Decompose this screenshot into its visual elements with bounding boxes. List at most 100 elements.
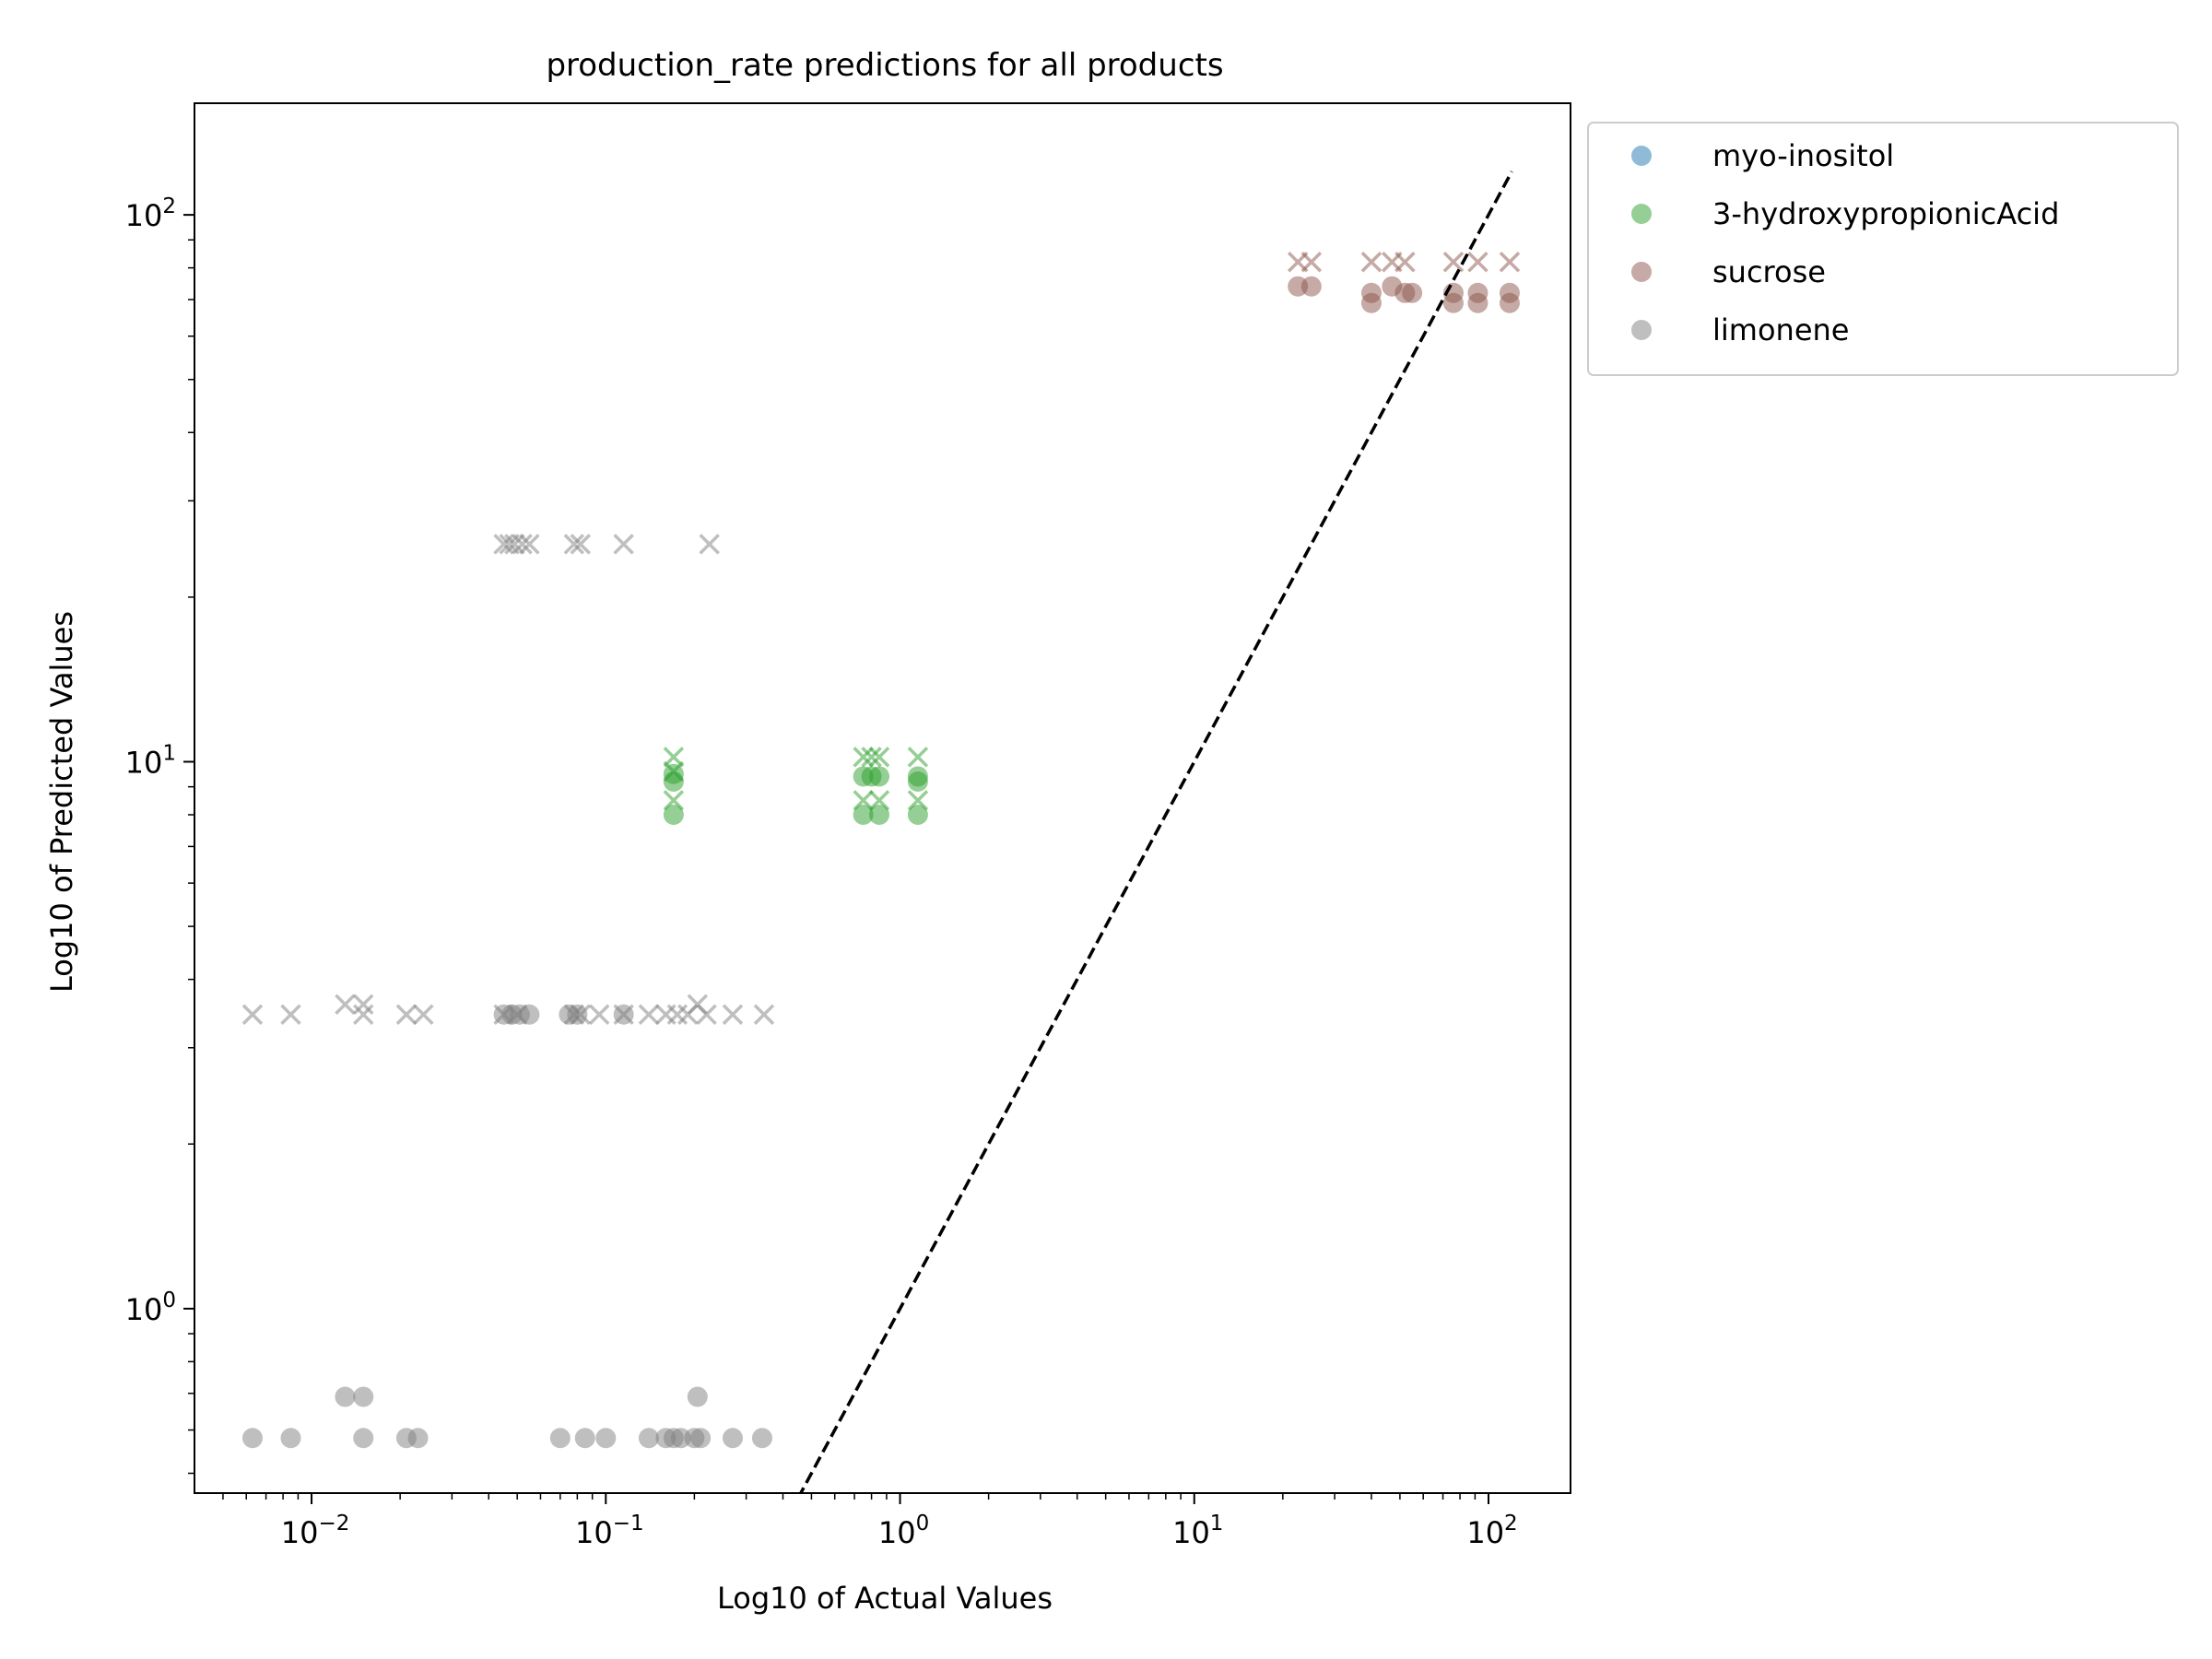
scatter-point xyxy=(907,747,929,768)
scatter-point xyxy=(663,805,684,826)
reference-line xyxy=(798,171,1513,1493)
scatter-point xyxy=(570,534,592,555)
y-tick-label-exponent: 2 xyxy=(162,194,176,218)
chart-title: production_rate predictions for all prod… xyxy=(546,47,1223,84)
legend-marker xyxy=(1631,262,1652,282)
x-tick-label-base: 10 xyxy=(1172,1515,1210,1550)
x-tick-label-base: 10 xyxy=(1466,1515,1504,1550)
scatter-point xyxy=(1467,252,1488,273)
scatter-point xyxy=(1360,292,1382,313)
x-tick-label: 101 xyxy=(1172,1512,1223,1550)
scatter-point xyxy=(567,1004,588,1025)
scatter-point xyxy=(241,1428,263,1449)
scatter-point xyxy=(907,805,928,826)
scatter-point xyxy=(907,771,928,792)
scatter-point xyxy=(353,1428,374,1449)
scatter-point xyxy=(1360,252,1382,273)
scatter-point xyxy=(613,534,634,555)
scatter-point xyxy=(666,1004,688,1025)
markers-group xyxy=(241,252,1521,1449)
scatter-point xyxy=(1394,252,1416,273)
scatter-point xyxy=(853,747,874,768)
legend-marker xyxy=(1631,146,1652,166)
scatter-point xyxy=(549,1428,571,1449)
scatter-point xyxy=(335,1386,356,1407)
scatter-point xyxy=(519,534,540,555)
legend-marker xyxy=(1631,320,1652,340)
scatter-point xyxy=(335,994,356,1016)
scatter-point xyxy=(395,1004,418,1025)
scatter-point xyxy=(722,1004,744,1025)
scatter-point xyxy=(1402,282,1423,303)
scatter-point xyxy=(1300,252,1323,273)
x-tick-label: 10−1 xyxy=(575,1512,644,1550)
x-tick-label-base: 10 xyxy=(281,1515,319,1550)
y-tick-label: 102 xyxy=(125,194,176,233)
y-tick-label: 101 xyxy=(125,742,176,781)
x-axis-label: Log10 of Actual Values xyxy=(717,1581,1053,1616)
legend: myo-inositol 3-hydroxypropionicAcid sucros… xyxy=(1587,122,2179,376)
scatter-point xyxy=(1442,292,1464,313)
legend-label: myo-inositol xyxy=(1712,138,1894,173)
legend-label: 3-hydroxypropionicAcid xyxy=(1712,196,2059,231)
scatter-point xyxy=(663,790,685,811)
scatter-point xyxy=(638,1428,659,1449)
y-tick-label: 100 xyxy=(125,1288,176,1327)
scatter-point xyxy=(868,766,889,787)
x-tick-label-base: 10 xyxy=(878,1515,916,1550)
legend-label: limonene xyxy=(1712,312,1849,347)
scatter-point xyxy=(241,1004,264,1025)
scatter-point xyxy=(407,1428,429,1449)
scatter-point xyxy=(699,534,720,555)
scatter-point xyxy=(504,534,525,555)
scatter-point xyxy=(853,790,874,811)
scatter-point xyxy=(868,805,889,826)
scatter-point xyxy=(868,747,890,768)
y-tick-label-base: 10 xyxy=(125,198,163,233)
scatter-point xyxy=(751,1428,772,1449)
x-tick-label-exponent: 0 xyxy=(916,1512,930,1535)
scatter-point xyxy=(1499,292,1520,313)
y-tick-label-base: 10 xyxy=(125,746,163,781)
x-tick-label-exponent: 2 xyxy=(1504,1512,1518,1535)
x-tick-label-base: 10 xyxy=(575,1515,613,1550)
scatter-point xyxy=(280,1428,301,1449)
legend-frame xyxy=(1587,122,2179,376)
y-axis-label: Log10 of Predicted Values xyxy=(44,611,79,993)
axes-frame xyxy=(194,102,1571,1494)
scatter-point xyxy=(574,1428,595,1449)
y-tick-label-exponent: 1 xyxy=(162,742,176,766)
scatter-point xyxy=(690,1428,712,1449)
scatter-point xyxy=(413,1004,434,1025)
legend-label: sucrose xyxy=(1712,254,1826,289)
scatter-point xyxy=(1300,276,1322,297)
scatter-point xyxy=(613,1004,634,1025)
scatter-point xyxy=(595,1428,617,1449)
scatter-point xyxy=(1499,252,1521,273)
x-tick-label: 100 xyxy=(878,1512,929,1550)
scatter-point xyxy=(563,534,585,555)
scatter-point xyxy=(280,1004,301,1025)
x-tick-label: 102 xyxy=(1466,1512,1517,1550)
scatter-point xyxy=(1442,252,1465,273)
scatter-point xyxy=(353,1386,374,1407)
x-tick-label-exponent: −1 xyxy=(613,1512,644,1535)
scatter-point xyxy=(588,1004,610,1025)
scatter-point xyxy=(519,1004,540,1025)
x-tick-label-exponent: 1 xyxy=(1210,1512,1224,1535)
legend-marker xyxy=(1631,204,1652,224)
scatter-point xyxy=(353,994,374,1016)
scatter-point xyxy=(722,1428,743,1449)
scatter-point xyxy=(638,1004,660,1025)
scatter-point xyxy=(512,534,533,555)
scatter-point xyxy=(353,1004,374,1025)
scatter-point xyxy=(907,790,929,811)
scatter-point xyxy=(753,1004,775,1025)
scatter-point xyxy=(696,1004,717,1025)
scatter-point xyxy=(663,771,684,792)
scatter-point xyxy=(687,1386,708,1407)
scatter-point xyxy=(868,790,890,811)
y-tick-label-base: 10 xyxy=(125,1292,163,1327)
